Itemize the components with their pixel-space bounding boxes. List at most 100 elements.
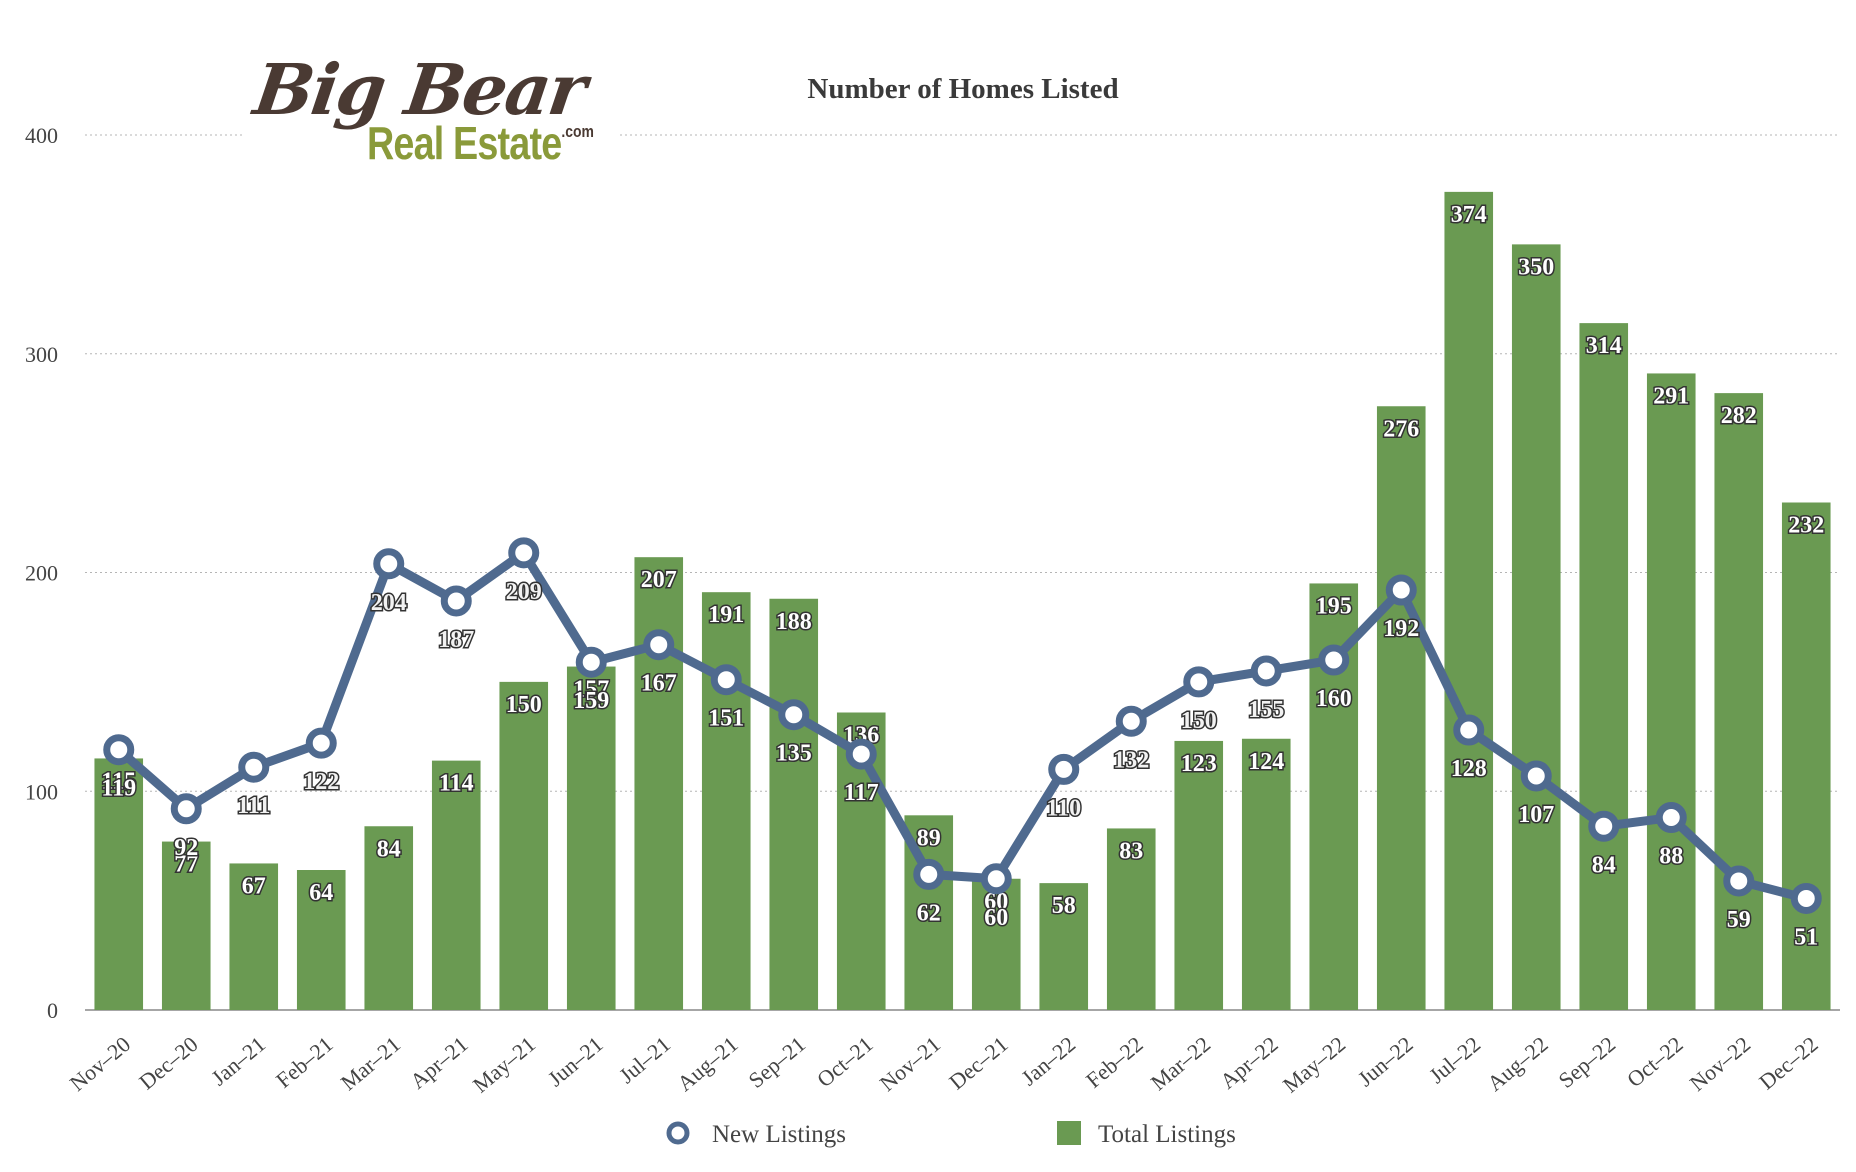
- legend: New Listings Total Listings: [666, 1121, 1236, 1148]
- line-point: [103, 734, 135, 766]
- line-value-label: 159: [573, 688, 609, 714]
- bar-value-label: 282: [1721, 403, 1757, 429]
- legend-total-listings-swatch: [1057, 1121, 1081, 1145]
- bar-value-label: 150: [506, 692, 542, 718]
- bar-value-label: 232: [1788, 513, 1824, 539]
- line-value-label: 60: [984, 905, 1008, 931]
- x-tick-label: Oct–21: [812, 1031, 878, 1092]
- line-value-label: 209: [506, 579, 542, 605]
- bar-value-label: 64: [309, 880, 333, 906]
- line-value-label: 128: [1451, 756, 1487, 782]
- x-tick-label: Dec–20: [134, 1031, 202, 1094]
- y-tick-label: 200: [25, 561, 58, 586]
- x-tick-label: Feb–21: [271, 1031, 338, 1093]
- bar-value-label: 67: [242, 873, 266, 899]
- line-value-label: 167: [641, 671, 677, 697]
- bar-value-label: 115: [101, 768, 136, 794]
- bar-value-label: 157: [573, 677, 609, 703]
- bar: [1039, 883, 1089, 1010]
- y-axis-ticks: 0 100 200 300 400: [25, 123, 58, 1023]
- x-tick-label: Apr–21: [405, 1031, 473, 1093]
- line-point: [710, 664, 742, 696]
- line-point: [238, 751, 270, 783]
- x-tick-label: Mar–22: [1146, 1031, 1215, 1095]
- bar: [161, 841, 211, 1010]
- x-tick-label: Dec–22: [1754, 1031, 1822, 1094]
- line-point: [980, 863, 1012, 895]
- bar-value-label: 191: [708, 602, 744, 628]
- bar: [94, 758, 144, 1010]
- new-listings-labels: 119 92 111 122 204 187 209 159 167 151 135 117 62 60 1…: [100, 577, 1820, 952]
- chart-title: Number of Homes Listed: [807, 73, 1118, 105]
- line-point: [845, 738, 877, 770]
- bar-value-label: 314: [1586, 333, 1622, 359]
- x-tick-label: Nov–22: [1685, 1031, 1755, 1096]
- bar: [1714, 393, 1764, 1010]
- x-tick-label: Feb–22: [1081, 1031, 1148, 1093]
- x-tick-label: Dec–21: [944, 1031, 1012, 1094]
- bar: [1511, 244, 1561, 1010]
- bar: [499, 681, 549, 1010]
- bar: [1174, 740, 1224, 1010]
- big-bear-logo: Big Bear Real Estate.com: [249, 48, 615, 170]
- bar-value-label: 207: [641, 567, 677, 593]
- line-point: [1520, 760, 1552, 792]
- line-value-label: 51: [1794, 924, 1818, 950]
- bar: [1106, 828, 1156, 1010]
- line-value-label: 187: [438, 627, 474, 653]
- bar-value-label: 291: [1653, 383, 1689, 409]
- bar-value-label: 84: [377, 836, 401, 862]
- line-point: [1655, 802, 1687, 833]
- line-point: [913, 858, 945, 890]
- line-point: [305, 727, 337, 759]
- bar-value-label: 58: [1052, 893, 1076, 919]
- legend-total-listings-label: Total Listings: [1098, 1121, 1236, 1148]
- line-value-label: 107: [1518, 802, 1554, 828]
- x-tick-label: Mar–21: [336, 1031, 405, 1095]
- bar: [1241, 738, 1291, 1010]
- line-point: [1588, 810, 1620, 842]
- bar: [1781, 502, 1831, 1010]
- line-value-label: 88: [1659, 844, 1683, 870]
- line-value-label: 84: [1592, 852, 1616, 878]
- bar-value-label: 83: [1119, 838, 1143, 864]
- bar: [1376, 406, 1426, 1010]
- y-tick-label: 300: [25, 342, 58, 367]
- bar: [1579, 323, 1629, 1010]
- y-tick-label: 100: [25, 779, 58, 804]
- bar: [566, 666, 616, 1010]
- y-tick-label: 400: [25, 123, 58, 148]
- x-tick-label: Jul–21: [614, 1031, 675, 1088]
- bar-value-label: 77: [174, 852, 198, 878]
- logo-subtitle: Real Estate.com: [367, 116, 594, 170]
- logo-subtitle-text: Real Estate: [367, 117, 562, 169]
- bar: [769, 598, 819, 1010]
- bar: [971, 878, 1021, 1010]
- line-value-label: 132: [1113, 747, 1149, 773]
- line-value-label: 160: [1316, 686, 1352, 712]
- total-listings-bars: [94, 191, 1831, 1010]
- bar: [701, 592, 751, 1010]
- y-tick-label: 0: [47, 998, 58, 1023]
- line-point: [1723, 865, 1755, 897]
- x-tick-label: May–22: [1278, 1031, 1350, 1097]
- line-value-label: 59: [1727, 907, 1751, 933]
- bar: [1646, 373, 1696, 1010]
- line-point: [1115, 705, 1147, 737]
- line-point: [1183, 666, 1215, 698]
- bar: [634, 557, 684, 1010]
- bar-value-label: 124: [1248, 749, 1284, 775]
- x-tick-label: Nov–20: [65, 1031, 135, 1096]
- bar-value-label: 188: [776, 609, 812, 635]
- x-tick-label: Jun–21: [543, 1031, 608, 1091]
- line-value-label: 151: [708, 706, 744, 732]
- x-tick-label: Jun–22: [1353, 1031, 1418, 1091]
- line-value-label: 135: [776, 741, 812, 767]
- line-point: [1385, 574, 1417, 606]
- x-tick-label: Nov–21: [875, 1031, 945, 1096]
- line-value-label: 62: [917, 900, 941, 926]
- x-tick-label: Jul–22: [1424, 1031, 1485, 1088]
- bar: [229, 863, 279, 1010]
